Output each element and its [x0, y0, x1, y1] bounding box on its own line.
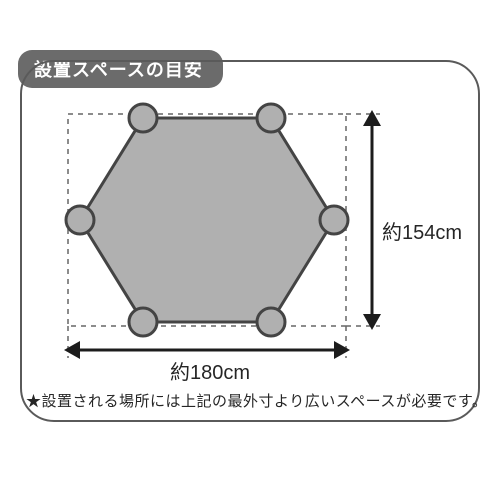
height-dimension-label: 約154cm — [382, 216, 462, 245]
width-dimension-label: 約180cm — [170, 356, 250, 385]
hexagon-shape — [80, 118, 334, 322]
footnote-text: ★設置される場所には上記の最外寸より広いスペースが必要です。 — [26, 390, 487, 411]
vertical-arrow — [363, 110, 381, 330]
